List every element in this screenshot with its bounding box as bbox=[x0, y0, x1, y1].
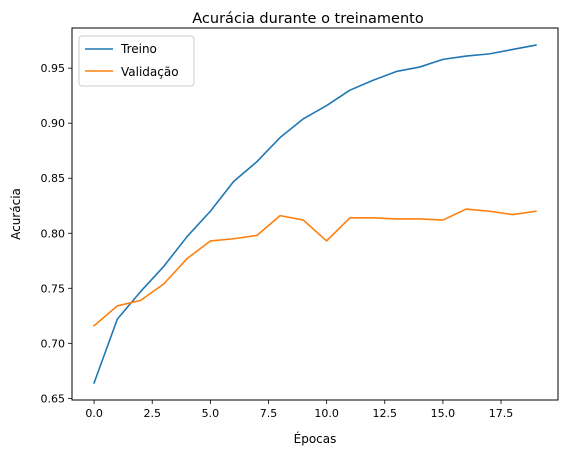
y-tick-label: 0.70 bbox=[41, 337, 66, 350]
series-line-treino bbox=[93, 44, 537, 384]
x-tick-label: 15.0 bbox=[431, 407, 456, 420]
x-tick-label: 17.5 bbox=[489, 407, 514, 420]
y-tick-label: 0.75 bbox=[41, 282, 66, 295]
y-tick-label: 0.85 bbox=[41, 172, 66, 185]
y-tick-label: 0.65 bbox=[41, 392, 66, 405]
y-tick-label: 0.95 bbox=[41, 62, 66, 75]
plot-frame bbox=[71, 27, 559, 401]
x-axis-label: Épocas bbox=[294, 431, 337, 446]
y-tick-label: 0.90 bbox=[41, 117, 66, 130]
chart-title: Acurácia durante o treinamento bbox=[192, 11, 424, 27]
legend: Treino Validação bbox=[78, 35, 195, 87]
y-tick-label: 0.80 bbox=[41, 227, 66, 240]
x-axis-ticks: 0.0 2.5 5.0 7.5 10.0 12.5 15.0 17.5 bbox=[85, 400, 513, 420]
x-tick-label: 5.0 bbox=[202, 407, 220, 420]
x-tick-label: 12.5 bbox=[373, 407, 398, 420]
x-tick-label: 0.0 bbox=[85, 407, 103, 420]
y-axis-label: Acurácia bbox=[9, 188, 23, 240]
legend-label-treino: Treino bbox=[120, 42, 157, 56]
series-line-validacao bbox=[92, 208, 537, 327]
x-tick-label: 10.0 bbox=[314, 407, 339, 420]
legend-label-validacao: Validação bbox=[121, 65, 179, 79]
y-axis-ticks: 0.65 0.70 0.75 0.80 0.85 0.90 0.95 bbox=[41, 62, 72, 405]
x-tick-label: 7.5 bbox=[260, 407, 278, 420]
x-tick-label: 2.5 bbox=[143, 407, 161, 420]
series-layer bbox=[92, 44, 537, 384]
